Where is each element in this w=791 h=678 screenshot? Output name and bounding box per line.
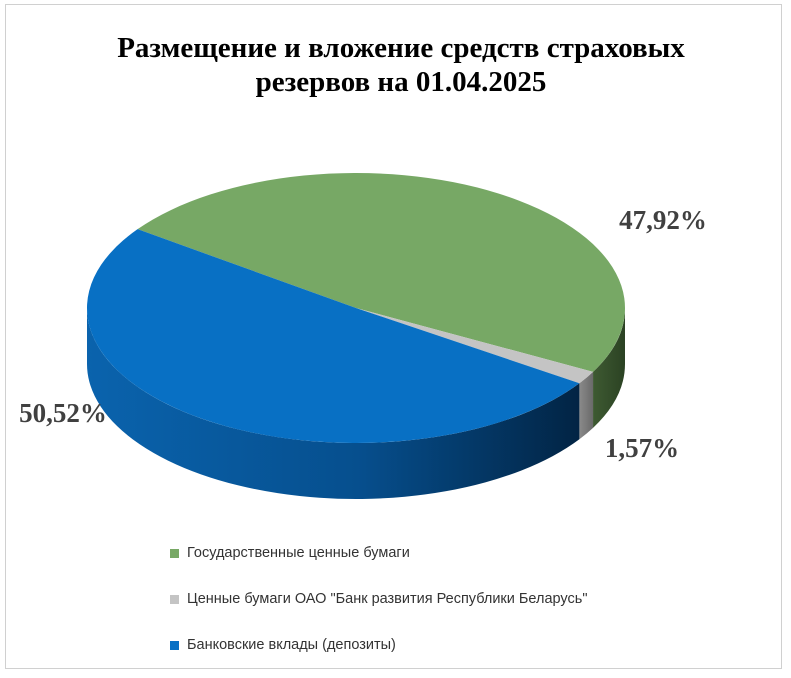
- legend: Государственные ценные бумаги Ценные бум…: [170, 530, 587, 668]
- legend-key-bank-development-securities: [170, 594, 179, 604]
- legend-item-bank-development-securities: Ценные бумаги ОАО "Банк развития Республ…: [170, 576, 587, 622]
- legend-key-bank-deposits: [170, 640, 179, 650]
- pie-slice-bank-deposits: [86, 229, 580, 444]
- legend-item-bank-deposits: Банковские вклады (депозиты): [170, 622, 587, 668]
- legend-label-bank-deposits: Банковские вклады (депозиты): [187, 637, 396, 653]
- pie-side-bank-development-securities: [579, 371, 594, 440]
- data-label-gov-securities: 47,92%: [619, 205, 707, 235]
- pie-side-gov-securities: [593, 308, 625, 428]
- chart-title: Размещение и вложение средств страховых …: [46, 31, 756, 99]
- pie-labels: 47,92% 1,57% 50,52%: [19, 205, 707, 463]
- legend-label-gov-securities: Государственные ценные бумаги: [187, 545, 410, 561]
- pie-slice-bank-development-securities: [356, 308, 594, 384]
- pie-side-bank-deposits: [87, 308, 580, 499]
- pie-slice-gov-securities: [137, 173, 625, 372]
- chart-title-line-2: резервов на 01.04.2025: [255, 66, 547, 98]
- legend-label-bank-development-securities: Ценные бумаги ОАО "Банк развития Республ…: [187, 591, 588, 607]
- legend-item-gov-securities: Государственные ценные бумаги: [170, 530, 587, 576]
- legend-key-gov-securities: [170, 548, 179, 558]
- chart-title-line-1: Размещение и вложение средств страховых: [117, 32, 685, 64]
- data-label-bank-development-securities: 1,57%: [605, 433, 679, 463]
- pie-tops: [86, 173, 625, 444]
- data-label-bank-deposits: 50,52%: [19, 398, 107, 428]
- pie-sides: [87, 308, 625, 499]
